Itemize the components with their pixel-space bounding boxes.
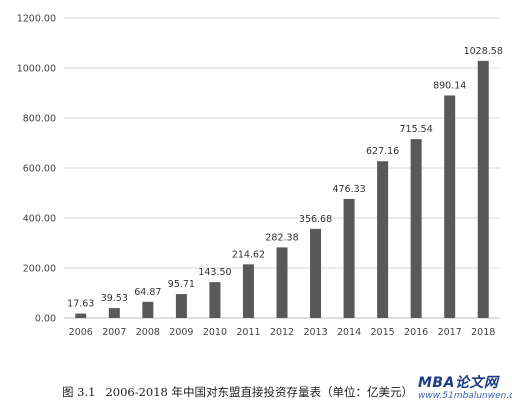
x-tick-label: 2007	[102, 327, 126, 338]
bar	[377, 161, 389, 318]
y-tick-label: 1000.00	[17, 64, 56, 75]
y-tick-label: 600.00	[23, 164, 56, 175]
bar	[310, 228, 322, 318]
data-label: 627.16	[366, 146, 399, 157]
data-label: 356.68	[299, 214, 332, 225]
data-label: 214.62	[232, 249, 265, 260]
bars	[75, 60, 489, 318]
x-tick-label: 2013	[303, 327, 327, 338]
bar	[343, 198, 355, 318]
bar	[75, 313, 87, 318]
x-tick-label: 2008	[136, 327, 160, 338]
x-tick-label: 2017	[438, 327, 462, 338]
data-labels: 17.63 39.53 64.87 95.71143.50214.62282.3835…	[67, 46, 503, 310]
x-tick-label: 2011	[236, 327, 260, 338]
y-axis-tick-labels: 0.00 200.00 400.00 600.00 800.00 1000.00 1200.…	[17, 14, 56, 325]
gridlines	[64, 17, 500, 319]
data-label: 95.71	[168, 279, 195, 290]
bar	[175, 294, 187, 318]
bar	[242, 264, 254, 318]
x-tick-label: 2012	[270, 327, 294, 338]
data-label: 17.63	[67, 299, 94, 310]
data-label: 890.14	[433, 80, 466, 91]
data-label: 1028.58	[464, 46, 503, 57]
watermark: MBA论文网 www.51mbalunwen.com	[418, 376, 512, 402]
y-tick-label: 200.00	[23, 264, 56, 275]
y-tick-label: 0.00	[35, 314, 56, 325]
bar	[477, 60, 489, 318]
watermark-url: www.51mbalunwen.com	[418, 391, 512, 401]
data-label: 282.38	[265, 232, 298, 243]
x-tick-label: 2015	[371, 327, 395, 338]
x-tick-label: 2009	[169, 327, 193, 338]
data-label: 143.50	[198, 267, 231, 278]
bar	[108, 308, 120, 318]
bar	[209, 282, 221, 318]
x-tick-label: 2018	[471, 327, 495, 338]
bar	[142, 301, 154, 318]
data-label: 64.87	[134, 287, 161, 298]
figure-caption: 图 3.1 2006-2018 年中国对东盟直接投资存量表（单位：亿美元）	[62, 384, 502, 400]
bar	[410, 139, 422, 318]
data-label: 39.53	[101, 293, 128, 304]
x-tick-label: 2006	[69, 327, 93, 338]
y-tick-label: 400.00	[23, 214, 56, 225]
bar	[444, 95, 456, 318]
x-axis-tick-labels: 2006 2007 2008 2009 2010 2011 2012 2013 2014 2015…	[69, 327, 496, 338]
bar-chart: 0.00 200.00 400.00 600.00 800.00 1000.00 1200.…	[17, 14, 503, 339]
figure-caption-text: 2006-2018 年中国对东盟直接投资存量表（单位：亿美元）	[105, 385, 414, 399]
y-tick-label: 800.00	[23, 114, 56, 125]
watermark-brand: MBA论文网	[418, 375, 499, 391]
x-tick-label: 2010	[203, 327, 227, 338]
y-tick-label: 1200.00	[17, 14, 56, 25]
data-label: 476.33	[332, 184, 365, 195]
x-tick-label: 2014	[337, 327, 361, 338]
figure-number: 图 3.1	[62, 385, 96, 399]
bar	[276, 247, 288, 318]
data-label: 715.54	[400, 124, 433, 135]
x-tick-label: 2016	[404, 327, 428, 338]
